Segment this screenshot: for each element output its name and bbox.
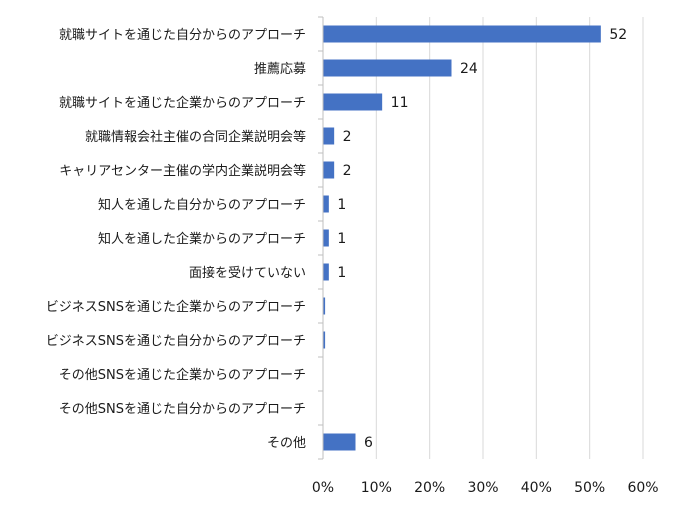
x-tick-label: 20% bbox=[414, 480, 445, 496]
bar bbox=[323, 195, 329, 213]
bar bbox=[323, 433, 356, 451]
x-tick-label: 30% bbox=[467, 480, 498, 496]
bar bbox=[323, 229, 329, 247]
category-label: 推薦応募 bbox=[254, 62, 306, 77]
data-label: 6 bbox=[364, 435, 373, 451]
data-label: 2 bbox=[343, 129, 352, 145]
category-label: 就職情報会社主催の合同企業説明会等 bbox=[85, 129, 306, 145]
bar bbox=[323, 331, 326, 349]
category-axis bbox=[318, 16, 324, 460]
bar bbox=[323, 59, 452, 77]
x-tick-label: 10% bbox=[361, 480, 392, 496]
data-label: 1 bbox=[337, 197, 346, 213]
gridlines bbox=[375, 17, 644, 459]
category-label: その他SNSを通じた企業からのアプローチ bbox=[59, 367, 306, 383]
bar bbox=[323, 161, 335, 179]
category-label: 就職サイトを通じた自分からのアプローチ bbox=[59, 28, 306, 43]
x-tick-label: 50% bbox=[574, 480, 605, 496]
bars bbox=[323, 25, 601, 451]
data-label: 1 bbox=[337, 231, 346, 247]
category-labels: 就職サイトを通じた自分からのアプローチ推薦応募就職サイトを通じた企業からのアプロ… bbox=[46, 28, 306, 451]
data-label: 1 bbox=[337, 265, 346, 281]
category-label: 面接を受けていない bbox=[189, 265, 306, 281]
x-tick-labels: 0% 10% 20% 30% 40% 50% 60% bbox=[312, 480, 659, 496]
bar bbox=[323, 263, 329, 281]
category-label: 知人を通した自分からのアプローチ bbox=[98, 197, 306, 213]
bar bbox=[323, 127, 335, 145]
data-label: 24 bbox=[460, 61, 478, 77]
bar bbox=[323, 25, 601, 43]
category-label: 知人を通した企業からのアプローチ bbox=[98, 231, 306, 247]
x-tick-label: 60% bbox=[627, 480, 658, 496]
bar bbox=[323, 93, 383, 111]
category-label: キャリアセンター主催の学内企業説明会等 bbox=[59, 163, 306, 179]
data-label: 2 bbox=[343, 163, 352, 179]
x-tick-label: 0% bbox=[312, 480, 334, 496]
bar bbox=[323, 297, 326, 315]
x-tick-label: 40% bbox=[521, 480, 552, 496]
data-label: 11 bbox=[391, 95, 409, 111]
category-label: ビジネスSNSを通じた企業からのアプローチ bbox=[46, 299, 306, 315]
category-label: その他 bbox=[267, 436, 306, 451]
category-label: その他SNSを通じた自分からのアプローチ bbox=[59, 402, 306, 417]
category-label: 就職サイトを通じた企業からのアプローチ bbox=[59, 95, 306, 111]
data-label: 52 bbox=[609, 27, 627, 43]
category-label: ビジネスSNSを通じた自分からのアプローチ bbox=[46, 334, 306, 349]
